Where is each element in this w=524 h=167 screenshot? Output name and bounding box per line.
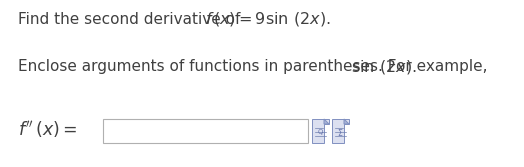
Polygon shape xyxy=(332,119,349,143)
Text: $f\,(x) = 9\sin\,(2x).$: $f\,(x) = 9\sin\,(2x).$ xyxy=(205,10,331,28)
Polygon shape xyxy=(312,119,329,143)
Text: $\Sigma$: $\Sigma$ xyxy=(337,127,344,138)
Polygon shape xyxy=(324,119,329,124)
Polygon shape xyxy=(344,119,349,124)
Text: Q: Q xyxy=(318,129,323,135)
Text: $f''\,(x) =$: $f''\,(x) =$ xyxy=(18,119,78,139)
Text: $\sin\,(2x).$: $\sin\,(2x).$ xyxy=(351,58,417,76)
FancyBboxPatch shape xyxy=(103,119,308,143)
Text: Enclose arguments of functions in parentheses. For example,: Enclose arguments of functions in parent… xyxy=(18,59,493,74)
Text: Find the second derivative of: Find the second derivative of xyxy=(18,12,245,27)
